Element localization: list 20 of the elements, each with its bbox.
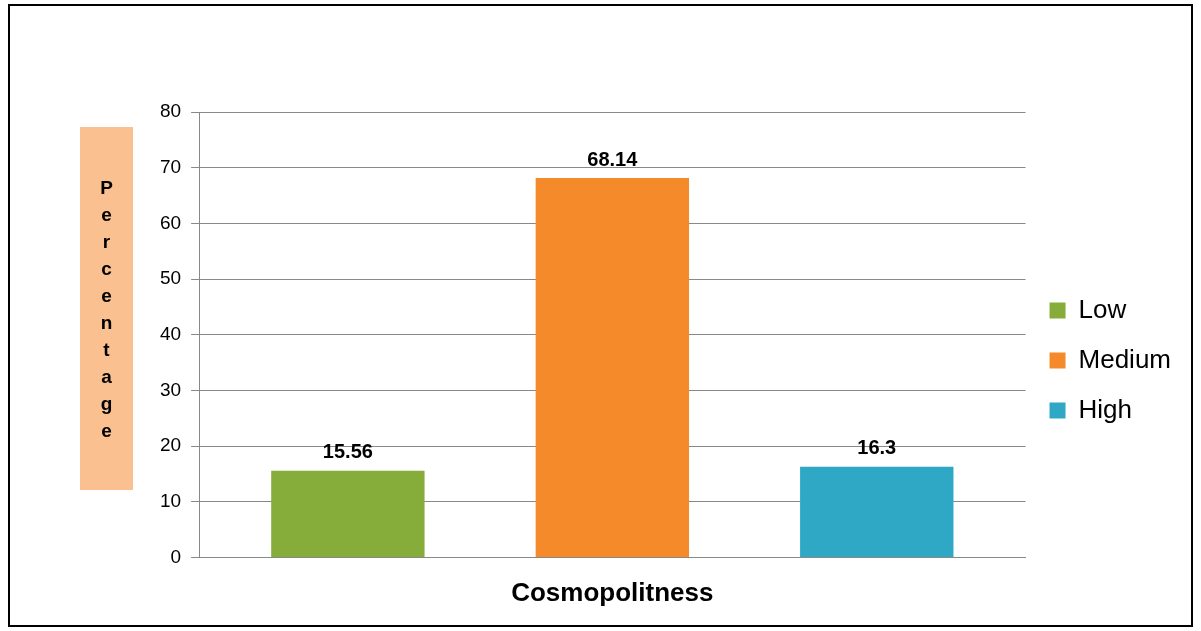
bar [800, 466, 954, 557]
legend-label: High [1078, 393, 1133, 424]
legend-label: Low [1078, 293, 1127, 324]
y-tick-label: 20 [159, 434, 182, 456]
data-label: 68.14 [587, 147, 639, 170]
y-tick-label: 30 [159, 378, 182, 400]
y-tick-label: 10 [159, 489, 182, 511]
text: Percentage [100, 176, 113, 441]
y-tick-label: 60 [159, 211, 182, 233]
bar [535, 178, 690, 557]
y-tick-label: 50 [159, 267, 182, 289]
y-tick-label: 40 [159, 322, 182, 344]
bar [271, 470, 425, 557]
y-tick-label: 0 [170, 545, 182, 567]
data-label: 16.3 [857, 436, 897, 459]
y-tick-label: 70 [159, 155, 182, 177]
y-tick-label: 80 [159, 100, 182, 122]
x-axis-title: Cosmopolitness [511, 576, 714, 607]
data-label: 15.56 [322, 440, 373, 463]
legend-label: Medium [1078, 343, 1172, 374]
